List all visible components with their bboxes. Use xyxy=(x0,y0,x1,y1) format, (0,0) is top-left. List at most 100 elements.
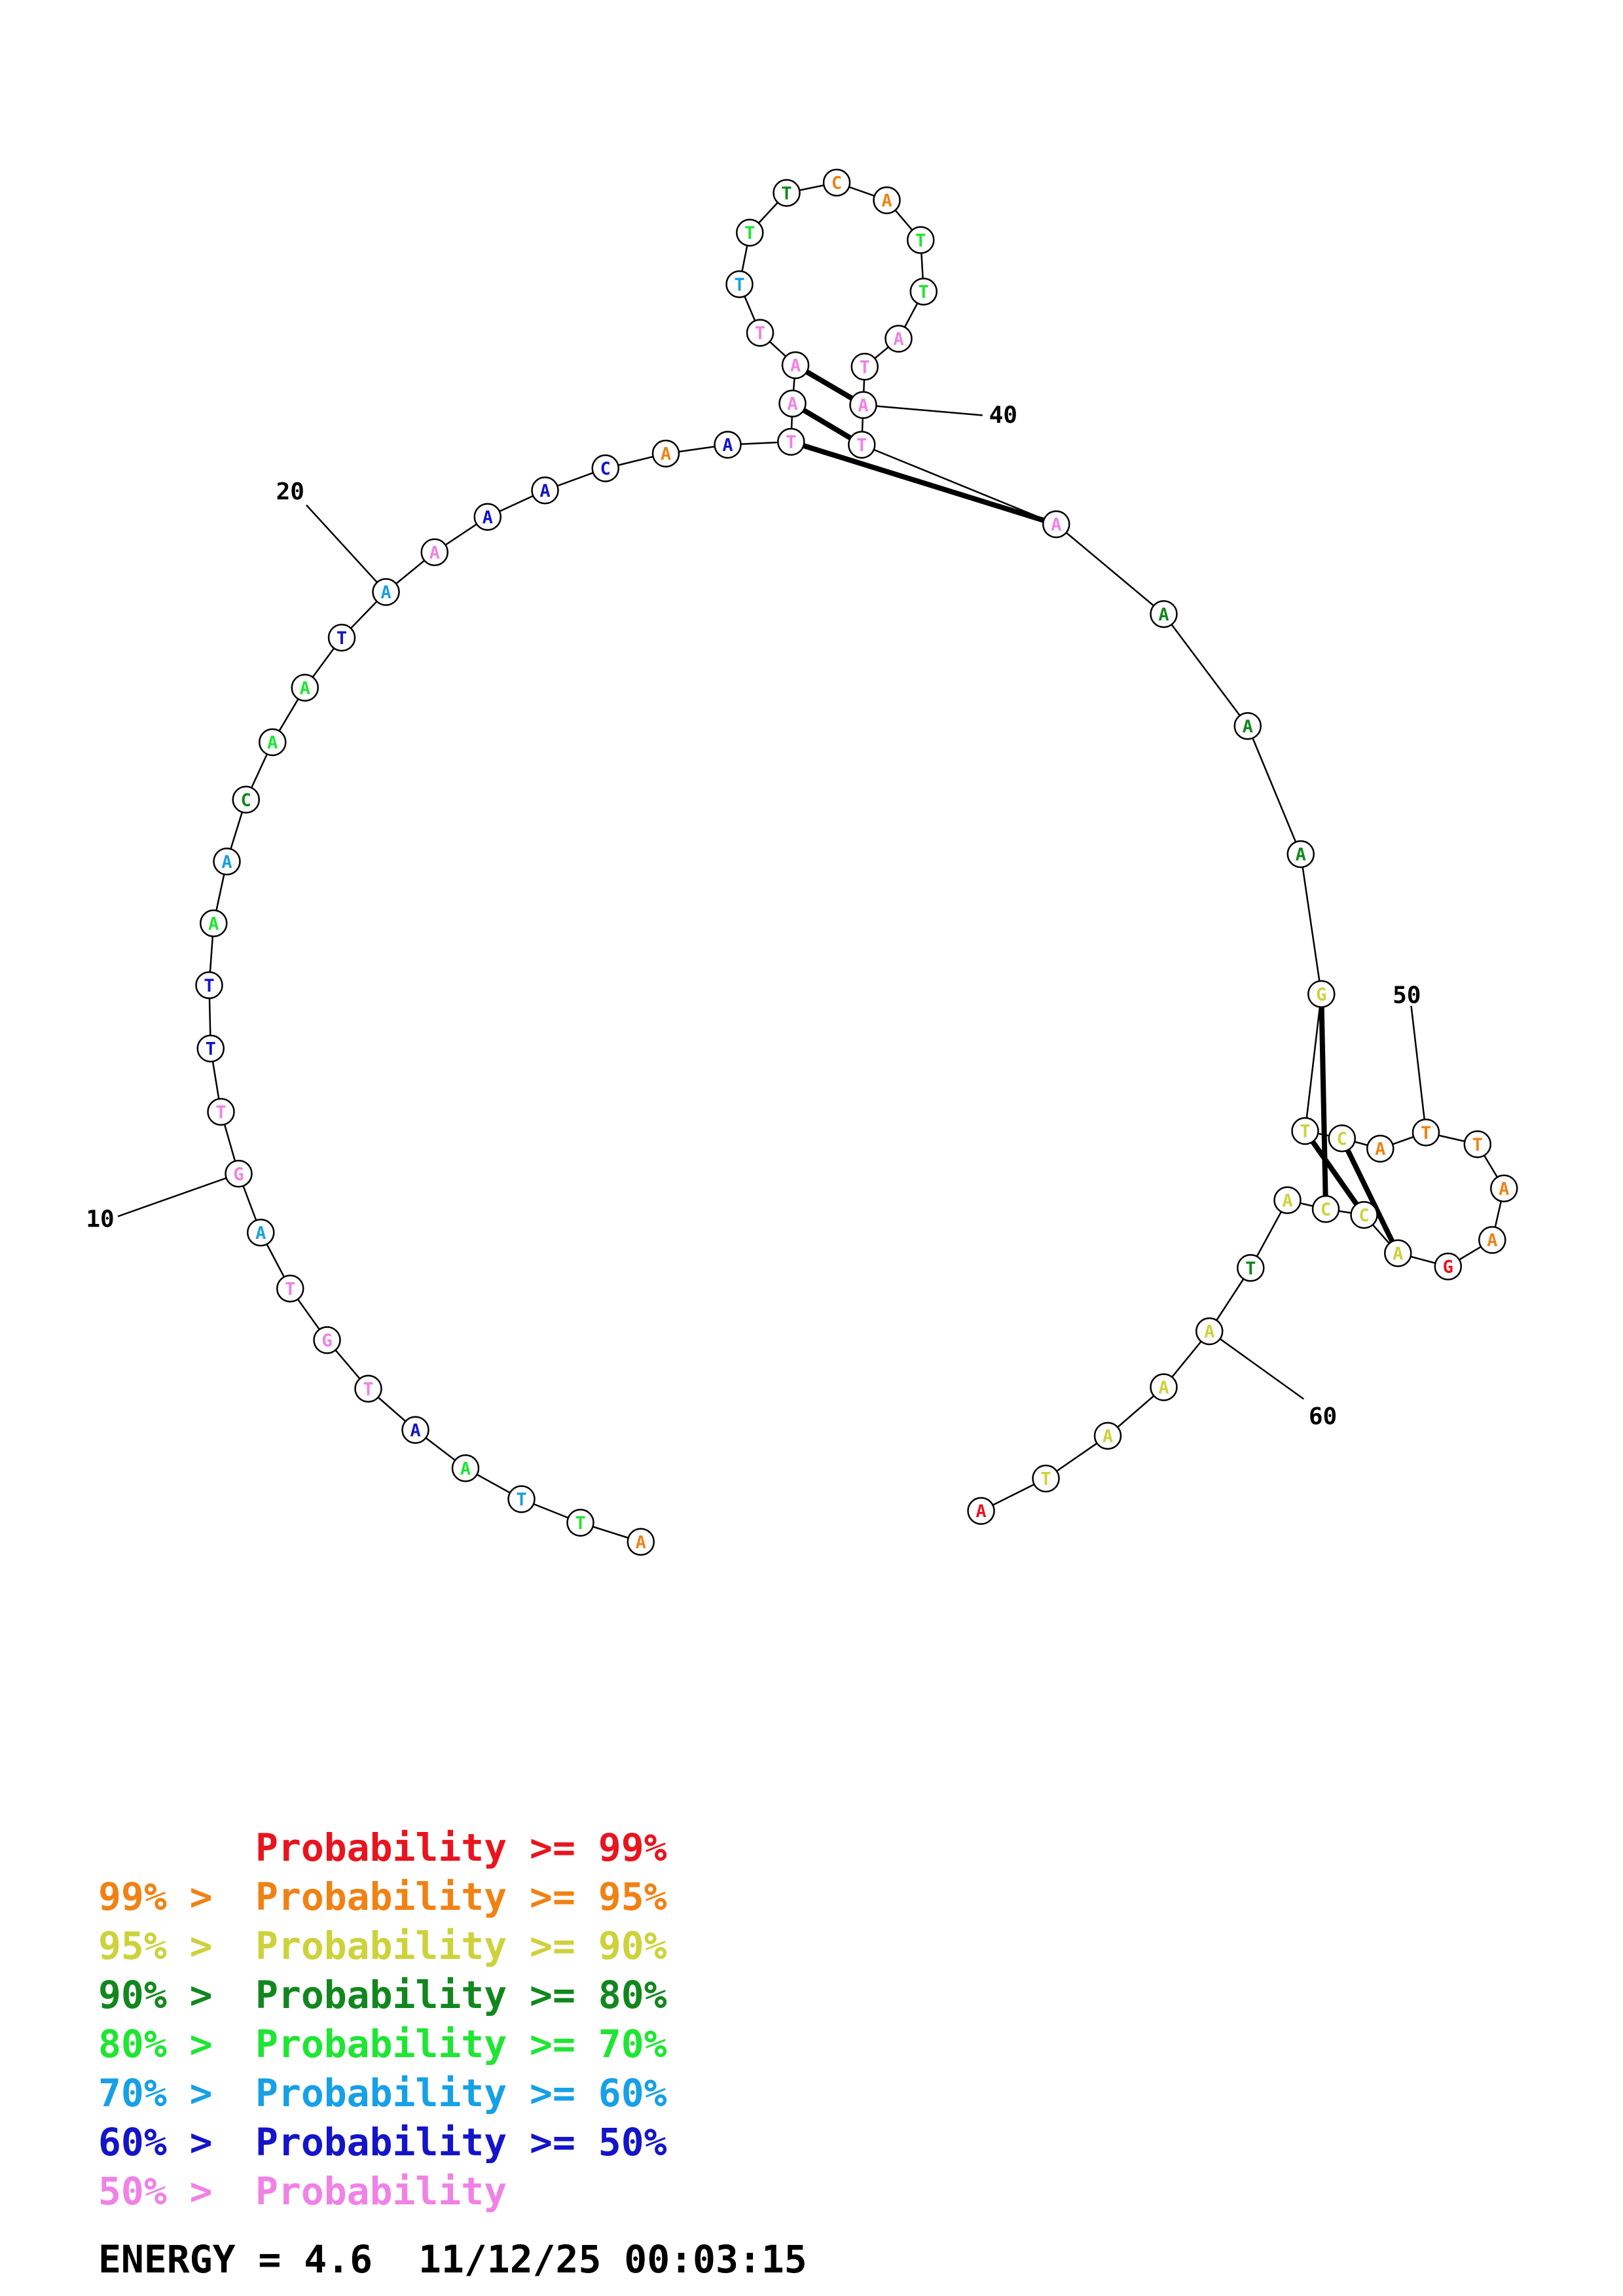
nucleotide: A xyxy=(849,391,877,419)
nucleotide-base: T xyxy=(744,223,755,243)
nucleotide-base: T xyxy=(516,1490,526,1510)
nucleotide-circle xyxy=(849,391,877,419)
nucleotide-circle xyxy=(1150,1373,1178,1401)
nucleotide-base: A xyxy=(208,914,219,934)
nucleotide: T xyxy=(848,431,876,459)
legend-prefix: 70% > xyxy=(98,2071,236,2115)
nucleotide: C xyxy=(1350,1201,1378,1229)
nucleotide-circle xyxy=(627,1528,655,1556)
nucleotide-base: A xyxy=(460,1459,471,1479)
nucleotide-circle xyxy=(746,319,775,347)
nucleotide-base: T xyxy=(1245,1259,1256,1279)
nucleotide-base: G xyxy=(1443,1257,1453,1278)
nucleotide-circle xyxy=(232,785,260,814)
nucleotide-circle xyxy=(207,1098,235,1126)
nucleotide-circle xyxy=(451,1454,480,1482)
nucleotide-circle xyxy=(1328,1124,1356,1153)
nucleotide-circle xyxy=(1366,1134,1395,1163)
nucleotide: G xyxy=(225,1160,253,1188)
nucleotide-base: A xyxy=(1487,1230,1497,1251)
nucleotide-circle xyxy=(1237,1254,1265,1282)
nucleotide-circle xyxy=(651,439,680,468)
nucleotide: A xyxy=(291,673,319,702)
nucleotide: T xyxy=(196,1034,225,1063)
nucleotide-base: T xyxy=(215,1102,226,1122)
nucleotide: T xyxy=(276,1274,304,1302)
nucleotide-base: A xyxy=(976,1501,986,1522)
nucleotide-base: C xyxy=(831,173,842,194)
nucleotide: A xyxy=(627,1528,655,1556)
nucleotide-base: T xyxy=(206,1039,216,1060)
nucleotide-circle xyxy=(850,353,879,381)
nucleotide: C xyxy=(232,785,260,814)
nucleotide-circle xyxy=(196,1034,225,1063)
nucleotide-circle xyxy=(1195,1317,1224,1346)
nucleotide: A xyxy=(247,1219,275,1247)
nucleotide-circle xyxy=(778,389,807,418)
nucleotide: T xyxy=(746,319,775,347)
nucleotide: G xyxy=(313,1326,341,1354)
nucleotide-base: A xyxy=(483,507,493,528)
energy-value: ENERGY = 4.6 xyxy=(98,2237,373,2282)
nucleotide-base: A xyxy=(722,435,733,456)
nucleotide: A xyxy=(1384,1239,1412,1267)
nucleotide-base: A xyxy=(300,678,310,698)
nucleotide: T xyxy=(736,219,764,247)
nucleotide-circle xyxy=(247,1219,275,1247)
probability-legend: Probability >= 99%99% > Probability >= 9… xyxy=(98,1825,667,2214)
nucleotide-circle xyxy=(822,168,851,197)
position-label: 20 xyxy=(276,478,304,505)
nucleotide-circle xyxy=(773,179,801,207)
nucleotide: A xyxy=(1093,1422,1122,1450)
nucleotide-circle xyxy=(1307,980,1336,1008)
nucleotide-base: A xyxy=(267,733,278,753)
nucleotide-base: A xyxy=(1243,717,1253,737)
nucleotide: A xyxy=(884,325,913,353)
nucleotide: T xyxy=(725,270,754,298)
position-tick xyxy=(117,1173,239,1217)
nucleotide-base: T xyxy=(734,275,744,295)
nucleotide-circle xyxy=(1273,1186,1302,1214)
nucleotide-circle xyxy=(1350,1201,1378,1229)
nucleotide-circle xyxy=(507,1485,536,1513)
backbone xyxy=(208,181,1505,1543)
position-label: 60 xyxy=(1309,1403,1337,1430)
position-tick xyxy=(306,504,387,593)
nucleotide: A xyxy=(401,1416,429,1444)
nucleotide: A xyxy=(200,909,228,937)
nucleotide-base: A xyxy=(255,1223,266,1244)
legend-prefix: 50% > xyxy=(98,2169,236,2214)
nucleotide-base: A xyxy=(636,1532,646,1552)
nucleotide: A xyxy=(873,186,901,215)
nucleotide: G xyxy=(1307,980,1336,1008)
nucleotide-circle xyxy=(354,1374,382,1403)
legend-entry: 50% > Probability xyxy=(98,2169,507,2214)
nucleotide: T xyxy=(850,353,879,381)
nucleotide-circle xyxy=(873,186,901,215)
nucleotide-base: A xyxy=(410,1420,420,1441)
nucleotide-base: A xyxy=(429,543,440,563)
nucleotide-base: A xyxy=(858,395,868,416)
nucleotide-circle xyxy=(1291,1117,1319,1145)
nucleotide-circle xyxy=(907,226,935,254)
legend-entry: 70% > Probability >= 60% xyxy=(98,2071,667,2115)
nucleotide: T xyxy=(354,1374,382,1403)
legend-prefix: 60% > xyxy=(98,2120,236,2164)
nucleotide: C xyxy=(822,168,851,197)
nucleotide: T xyxy=(907,226,935,254)
nucleotide: A xyxy=(967,1497,995,1525)
nucleotide: G xyxy=(1434,1252,1462,1281)
legend-text: Probability >= 60% xyxy=(255,2071,667,2115)
nucleotide-base: A xyxy=(380,583,391,603)
nucleotide-base: T xyxy=(919,282,929,302)
nucleotide-base: C xyxy=(600,459,611,479)
nucleotide: A xyxy=(1490,1174,1518,1202)
nucleotide-circle xyxy=(777,427,805,456)
backbone-line xyxy=(208,181,1505,1543)
nucleotide: C xyxy=(1311,1195,1340,1223)
position-tick xyxy=(1410,1005,1427,1133)
nucleotide-circle xyxy=(1384,1239,1412,1267)
nucleotide-base: G xyxy=(233,1164,244,1185)
position-label: 10 xyxy=(86,1206,114,1233)
legend-prefix: 95% > xyxy=(98,1924,236,1968)
